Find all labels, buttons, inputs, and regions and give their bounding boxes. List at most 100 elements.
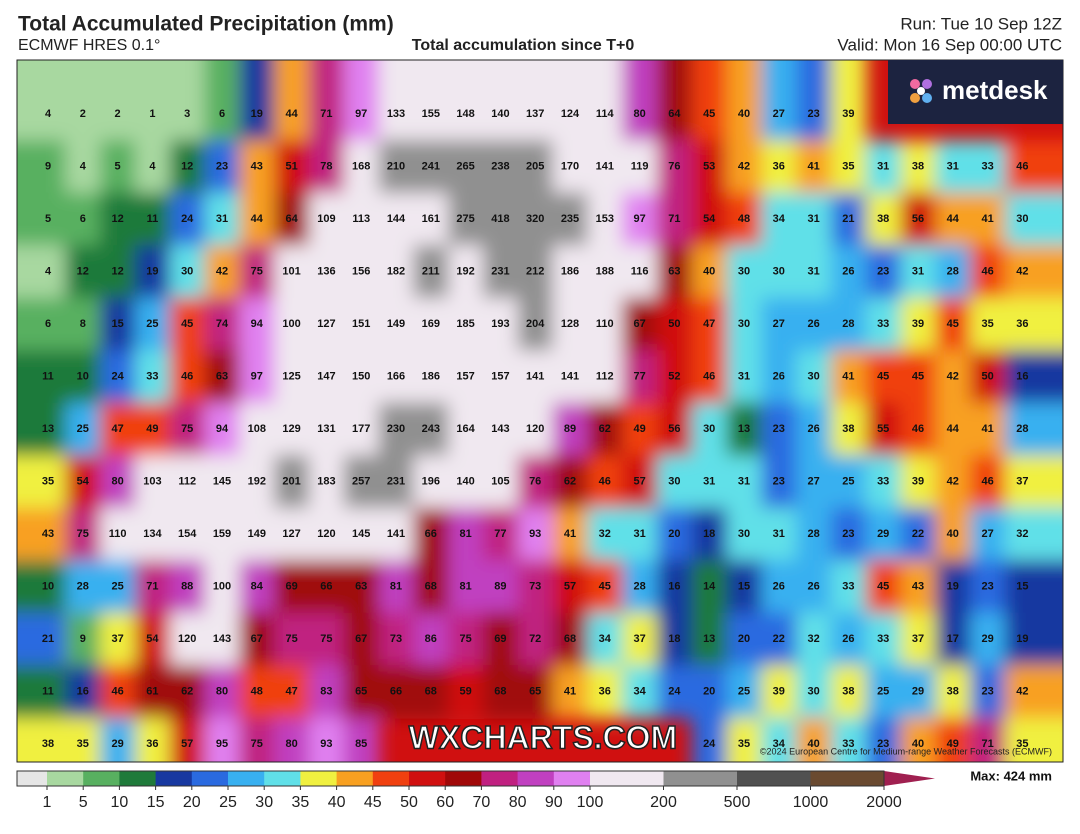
precip-cell bbox=[970, 140, 1006, 194]
precip-cell bbox=[517, 350, 554, 404]
precip-cell bbox=[935, 245, 972, 299]
cell-value: 105 bbox=[491, 475, 509, 487]
precip-cell bbox=[169, 507, 206, 562]
precip-cell bbox=[413, 507, 450, 562]
precip-cell bbox=[309, 60, 345, 142]
precip-cell bbox=[239, 245, 276, 299]
colorbar-segment bbox=[445, 771, 482, 786]
precip-cell bbox=[17, 60, 67, 142]
precip-cell bbox=[65, 60, 102, 142]
cell-value: 68 bbox=[564, 633, 576, 645]
precip-cell bbox=[726, 665, 763, 719]
max-label: Max: 424 mm bbox=[970, 768, 1052, 783]
cell-value: 32 bbox=[1016, 528, 1028, 540]
cell-value: 71 bbox=[320, 108, 332, 120]
colorbar-segment bbox=[737, 771, 811, 786]
cell-value: 29 bbox=[981, 633, 993, 645]
precip-cell bbox=[135, 665, 171, 719]
cell-value: 43 bbox=[251, 160, 263, 172]
precip-cell bbox=[169, 245, 206, 299]
cell-value: 204 bbox=[526, 318, 545, 330]
colorbar-segment bbox=[264, 771, 301, 786]
cell-value: 6 bbox=[219, 108, 225, 120]
precip-cell bbox=[761, 507, 798, 562]
precip-cell bbox=[135, 455, 171, 509]
cell-value: 46 bbox=[181, 370, 193, 382]
cell-value: 4 bbox=[45, 265, 52, 277]
precip-cell bbox=[309, 297, 345, 352]
precip-cell bbox=[413, 402, 450, 457]
cell-value: 51 bbox=[285, 160, 297, 172]
cell-value: 31 bbox=[912, 265, 924, 277]
precip-cell bbox=[309, 717, 345, 762]
colorbar-label: 15 bbox=[147, 794, 165, 811]
precip-cell bbox=[865, 350, 902, 404]
cell-value: 10 bbox=[77, 370, 89, 382]
precip-cell bbox=[970, 717, 1006, 762]
cell-value: 43 bbox=[42, 528, 54, 540]
precip-cell bbox=[135, 612, 171, 667]
precip-cell bbox=[239, 612, 276, 667]
cell-value: 33 bbox=[877, 318, 889, 330]
cell-value: 80 bbox=[633, 108, 645, 120]
precip-cell bbox=[970, 665, 1006, 719]
precip-cell bbox=[378, 612, 415, 667]
cell-value: 57 bbox=[564, 580, 576, 592]
cell-value: 28 bbox=[77, 580, 89, 592]
precip-cell bbox=[865, 297, 902, 352]
cell-value: 75 bbox=[320, 633, 332, 645]
cell-value: 168 bbox=[352, 160, 370, 172]
colorbar-segment bbox=[336, 771, 374, 786]
cell-value: 54 bbox=[77, 475, 90, 487]
precip-cell bbox=[204, 297, 241, 352]
precip-cell bbox=[865, 560, 902, 614]
precip-cell bbox=[483, 192, 519, 247]
cell-value: 6 bbox=[45, 318, 51, 330]
precip-cell bbox=[343, 350, 380, 404]
cell-value: 27 bbox=[807, 475, 819, 487]
precip-cell bbox=[448, 612, 484, 667]
precip-cell bbox=[309, 665, 345, 719]
precip-cell bbox=[100, 245, 136, 299]
cell-value: 133 bbox=[387, 108, 405, 120]
precip-cell bbox=[900, 140, 937, 194]
cell-value: 35 bbox=[42, 475, 54, 487]
cell-value: 30 bbox=[1016, 213, 1028, 225]
cell-value: 30 bbox=[738, 318, 750, 330]
precip-cell bbox=[17, 665, 67, 719]
precip-cell bbox=[761, 297, 798, 352]
cell-value: 45 bbox=[912, 370, 924, 382]
precip-cell bbox=[761, 455, 798, 509]
colorbar-label: 5 bbox=[79, 794, 88, 811]
cell-value: 143 bbox=[213, 633, 231, 645]
precip-cell bbox=[17, 297, 67, 352]
cell-value: 120 bbox=[317, 528, 335, 540]
precip-cell bbox=[343, 507, 380, 562]
cell-value: 44 bbox=[947, 423, 960, 435]
cell-value: 46 bbox=[981, 265, 993, 277]
cell-value: 40 bbox=[807, 738, 819, 750]
cell-value: 61 bbox=[146, 685, 158, 697]
cell-value: 47 bbox=[285, 685, 297, 697]
precip-cell bbox=[135, 140, 171, 194]
cell-value: 30 bbox=[738, 528, 750, 540]
precip-cell bbox=[552, 665, 589, 719]
precip-cell bbox=[691, 402, 728, 457]
cell-value: 33 bbox=[842, 738, 854, 750]
cell-value: 31 bbox=[738, 475, 750, 487]
cell-value: 42 bbox=[738, 160, 750, 172]
precip-cell bbox=[831, 60, 867, 142]
cell-value: 47 bbox=[111, 423, 123, 435]
precip-cell bbox=[135, 192, 171, 247]
precip-cell bbox=[865, 717, 902, 762]
cell-value: 124 bbox=[561, 108, 580, 120]
colorbar-label: 70 bbox=[473, 794, 491, 811]
cell-value: 13 bbox=[42, 423, 54, 435]
cell-value: 38 bbox=[947, 685, 959, 697]
precip-cell bbox=[552, 140, 589, 194]
cell-value: 23 bbox=[877, 265, 889, 277]
precip-cell bbox=[831, 717, 867, 762]
cell-value: 30 bbox=[807, 370, 819, 382]
cell-value: 100 bbox=[213, 580, 231, 592]
cell-value: 48 bbox=[251, 685, 263, 697]
